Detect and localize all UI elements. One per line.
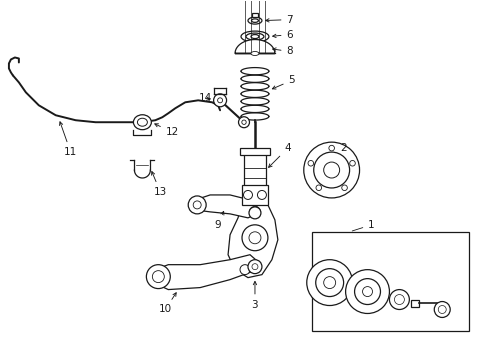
Ellipse shape (133, 115, 151, 130)
Circle shape (342, 185, 347, 190)
Ellipse shape (246, 33, 264, 40)
Circle shape (324, 162, 340, 178)
Text: 10: 10 (159, 293, 176, 315)
Text: 2: 2 (341, 143, 347, 153)
Circle shape (193, 201, 201, 209)
Text: 4: 4 (269, 143, 291, 167)
Ellipse shape (251, 51, 259, 55)
Circle shape (304, 142, 360, 198)
Circle shape (329, 145, 335, 151)
Circle shape (218, 98, 222, 103)
Text: 9: 9 (215, 211, 224, 230)
Polygon shape (228, 205, 278, 278)
Ellipse shape (251, 19, 258, 22)
Bar (312, 232, 469, 332)
Ellipse shape (248, 17, 262, 24)
Circle shape (242, 120, 246, 125)
Circle shape (249, 206, 261, 217)
Circle shape (214, 94, 226, 107)
Ellipse shape (241, 31, 269, 42)
Circle shape (249, 232, 261, 244)
Circle shape (188, 196, 206, 214)
Text: 7: 7 (266, 15, 293, 24)
Circle shape (363, 287, 372, 297)
Circle shape (316, 185, 321, 190)
Text: 14: 14 (198, 93, 212, 103)
Circle shape (345, 270, 390, 314)
Text: 1: 1 (352, 220, 375, 231)
Circle shape (240, 265, 250, 275)
Circle shape (257, 190, 267, 199)
Circle shape (308, 161, 314, 166)
Ellipse shape (137, 118, 147, 126)
Text: 8: 8 (272, 46, 293, 57)
Text: 3: 3 (252, 282, 258, 310)
Text: 6: 6 (272, 30, 293, 40)
Circle shape (249, 207, 261, 219)
Circle shape (248, 260, 262, 274)
Circle shape (242, 225, 268, 251)
Circle shape (314, 152, 349, 188)
Polygon shape (155, 255, 258, 289)
Circle shape (239, 117, 249, 128)
Circle shape (147, 265, 171, 289)
Circle shape (438, 306, 446, 314)
Circle shape (316, 269, 343, 297)
Text: 11: 11 (59, 122, 77, 157)
Circle shape (350, 161, 355, 166)
Text: 13: 13 (151, 172, 167, 197)
Bar (244, 150, 266, 188)
Circle shape (390, 289, 409, 310)
Circle shape (394, 294, 404, 305)
Circle shape (307, 260, 353, 306)
Bar (240, 148, 270, 155)
Circle shape (355, 279, 380, 305)
Polygon shape (195, 195, 258, 218)
Ellipse shape (251, 35, 259, 39)
Bar (412, 300, 419, 306)
Circle shape (324, 276, 336, 289)
Circle shape (252, 264, 258, 270)
Bar (242, 185, 268, 205)
Bar (252, 13, 258, 17)
Circle shape (152, 271, 164, 283)
Text: 5: 5 (272, 75, 295, 89)
Circle shape (434, 302, 450, 318)
Text: 12: 12 (155, 124, 179, 137)
Polygon shape (235, 40, 275, 54)
Circle shape (244, 190, 252, 199)
